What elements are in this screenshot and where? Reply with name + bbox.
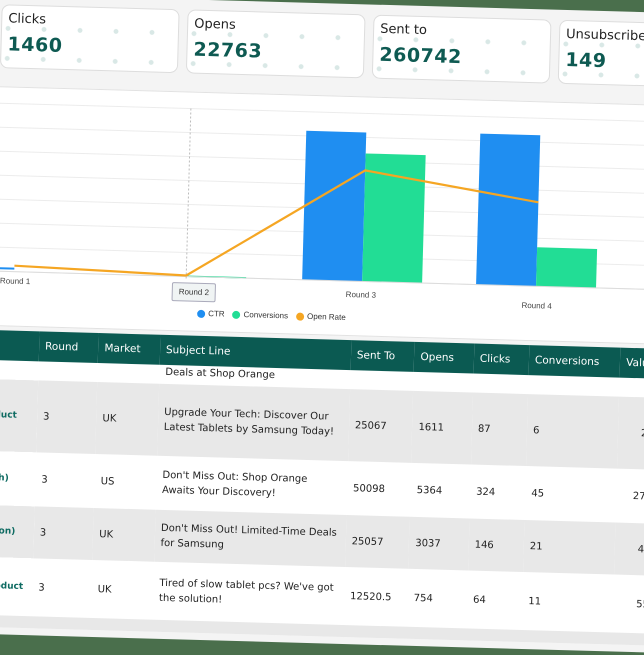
cell-subject: Upgrade Your Tech: Discover Our Latest T… — [163, 406, 335, 438]
cell-conversions: 6 — [532, 424, 540, 436]
cell-value: 550.00 — [636, 598, 644, 611]
bar-ctr-round3 — [302, 130, 367, 282]
combo-chart[interactable]: Round 1 Round 3 Round 4 — [0, 87, 644, 344]
legend-label: Conversions — [243, 310, 289, 321]
col-header-sent-to[interactable]: Sent To — [350, 340, 415, 372]
cell-sent-to: 12520.5 — [349, 590, 392, 603]
chart-panel: Round 1 Round 3 Round 4 Round 2 CTR Conv… — [0, 85, 644, 346]
cell-name[interactable]: oduct — [0, 409, 18, 421]
col-header-opens[interactable]: Opens — [414, 341, 475, 374]
bar-ctr-round1 — [0, 266, 15, 270]
legend-dot-icon — [232, 310, 241, 319]
legend-dot-icon — [197, 309, 206, 318]
cell-clicks: 324 — [475, 486, 496, 498]
legend-item-open-rate[interactable]: Open Rate — [295, 311, 346, 322]
cell-name[interactable]: nch) — [0, 472, 9, 484]
stat-value: 260742 — [379, 43, 463, 69]
stat-card-unsubscribe: Unsubscribe 149 — [557, 19, 644, 89]
col-header-clicks[interactable]: Clicks — [473, 343, 530, 376]
x-axis-labels: Round 1 Round 3 Round 4 — [0, 276, 552, 311]
bar-conversions-round4 — [536, 247, 598, 288]
cell-value: 283.00 — [640, 427, 644, 440]
bar-ctr-round4 — [476, 133, 541, 287]
legend-label: Open Rate — [306, 311, 346, 322]
stat-label: Sent to — [379, 21, 428, 39]
cell-conversions: 11 — [528, 595, 542, 608]
stat-label: Clicks — [8, 11, 47, 28]
cell-subject: Tired of slow tablet pcs? We've got the … — [158, 577, 334, 606]
cell-round: 3 — [39, 526, 47, 539]
cell-conversions: 45 — [531, 487, 545, 500]
stat-value: 22763 — [193, 38, 263, 63]
col-header-round[interactable]: Round — [38, 331, 99, 364]
cell-subject: Don't Miss Out: Shop Orange Awaits Your … — [161, 469, 308, 500]
cell-sent-to: 25067 — [354, 419, 387, 432]
chart-tooltip: Round 2 — [171, 282, 217, 303]
cell-market: UK — [99, 528, 114, 541]
cell-value: 441.00 — [637, 543, 644, 556]
legend-item-conversions[interactable]: Conversions — [232, 310, 289, 321]
cell-market: UK — [102, 412, 117, 425]
cell-subject: Don't Miss Out! Limited-Time Deals for S… — [160, 522, 337, 551]
cell-round: 3 — [41, 474, 48, 486]
cell-conversions: 21 — [529, 540, 543, 553]
cell-round: 3 — [38, 581, 45, 594]
svg-text:Round 3: Round 3 — [346, 290, 377, 300]
svg-text:Round 1: Round 1 — [0, 276, 31, 286]
bar-conversions-round3 — [362, 153, 426, 284]
col-header-market[interactable]: Market — [98, 333, 161, 365]
stat-card-sent-to: Sent to 260742 — [371, 14, 552, 84]
cell-name[interactable]: otion) — [0, 525, 16, 537]
stat-value: 1460 — [7, 33, 63, 57]
cell-sent-to: 50098 — [352, 482, 386, 495]
cell-sent-to: 25057 — [351, 535, 384, 548]
cell-name[interactable]: Product — [0, 580, 24, 592]
campaign-table-panel: Round Market Subject Line Sent To Opens … — [0, 329, 644, 647]
cell-opens: 754 — [413, 592, 433, 604]
cell-opens: 1611 — [418, 421, 445, 434]
cell-round: 3 — [42, 411, 50, 423]
legend-item-ctr[interactable]: CTR — [197, 309, 225, 319]
cell-opens: 5364 — [416, 484, 443, 497]
campaign-table: Round Market Subject Line Sent To Opens … — [0, 329, 644, 647]
col-header-name[interactable] — [0, 329, 40, 362]
col-header-value[interactable]: Value — [619, 347, 644, 380]
cell-clicks: 64 — [472, 594, 487, 606]
stat-cards: Clicks 1460 Opens 22763 Sent to 260742 U… — [0, 4, 644, 89]
cell-opens: 3037 — [415, 537, 441, 550]
hover-crosshair — [185, 108, 192, 279]
cell-value: 2700.00 — [632, 490, 644, 503]
line-open-rate — [14, 169, 539, 277]
cell-clicks: 87 — [477, 423, 491, 435]
col-header-conversions[interactable]: Conversions — [528, 345, 621, 378]
legend-dot-icon — [295, 312, 305, 321]
cell-market: US — [100, 475, 115, 488]
stat-card-clicks: Clicks 1460 — [0, 4, 180, 74]
cell-market: UK — [97, 583, 112, 596]
stat-label: Opens — [194, 16, 236, 33]
cell-clicks: 146 — [474, 539, 494, 551]
legend-label: CTR — [208, 309, 225, 319]
stat-value: 149 — [565, 48, 607, 73]
stat-label: Unsubscribe — [565, 26, 644, 45]
svg-text:Round 4: Round 4 — [521, 301, 552, 311]
stat-card-opens: Opens 22763 — [185, 9, 366, 79]
